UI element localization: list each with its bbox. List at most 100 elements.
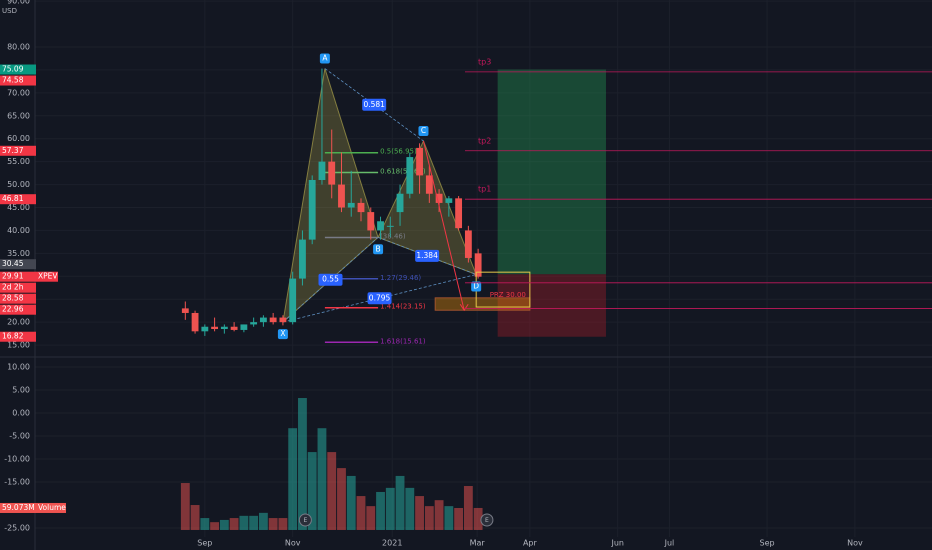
candle-body — [338, 184, 345, 208]
pattern-leg — [282, 237, 379, 323]
volume-bar — [337, 468, 346, 530]
volume-bar — [346, 475, 356, 530]
y-tick-label: 80.00 — [7, 43, 30, 52]
candle-body — [435, 193, 443, 203]
candle-body — [191, 312, 199, 332]
y2-tick-label: 0.00 — [12, 408, 30, 417]
candle-body — [455, 198, 463, 229]
candle-body — [445, 198, 453, 203]
price-tag — [0, 145, 36, 156]
volume-bar — [307, 452, 317, 530]
volume-bar — [463, 486, 473, 530]
candle-body — [347, 202, 355, 208]
arrow — [422, 140, 465, 311]
candle-body — [425, 175, 433, 194]
point-label: B — [376, 244, 381, 253]
price-tag — [0, 64, 36, 75]
x-tick-label: Nov — [285, 539, 301, 548]
volume-bar — [395, 475, 405, 530]
volume-tag — [0, 502, 66, 513]
candle-body — [318, 161, 326, 180]
candle-body — [279, 317, 287, 323]
ratio-badge — [362, 98, 387, 111]
volume-bar — [424, 506, 434, 530]
y-tick-label: 90.00 — [7, 0, 30, 6]
prz-label: PRZ 30.00 — [490, 291, 526, 299]
volume-bar — [454, 508, 464, 530]
y2-tick-label: -10.00 — [4, 454, 30, 463]
ratio-label: 1.384 — [416, 251, 438, 260]
fib-label: 1.27(29.46) — [380, 274, 421, 282]
fib-label: 0.618(52.62) — [380, 168, 426, 176]
volume-bar — [190, 505, 200, 530]
price-tag — [0, 259, 36, 270]
x-tick-label: 2021 — [382, 539, 402, 548]
currency: USD — [2, 7, 17, 15]
earnings-label: E — [485, 517, 489, 524]
volume-bar — [385, 487, 395, 530]
ratio-badge — [318, 273, 343, 286]
candle-body — [289, 278, 297, 323]
candle-body — [230, 326, 238, 330]
level-label: tp1 — [478, 185, 491, 194]
volume-bar — [366, 506, 376, 530]
candle-body — [269, 317, 277, 323]
y-tick-label: 50.00 — [7, 180, 30, 189]
volume-bar — [298, 398, 307, 530]
point-label: D — [473, 281, 479, 290]
countdown-label: 2d 2h — [2, 283, 24, 292]
price-tag-label: 16.82 — [2, 332, 24, 341]
volume-bar — [327, 452, 337, 530]
x-tick-label: Sep — [197, 539, 212, 548]
volume-bar — [219, 519, 229, 530]
candle-body — [464, 230, 472, 258]
candle-body — [377, 221, 384, 231]
y-tick-label: 70.00 — [7, 88, 30, 97]
volume-bar — [356, 496, 366, 530]
ratio-label: 0.55 — [322, 275, 339, 284]
price-tag-label: 28.58 — [2, 294, 24, 303]
volume-bar — [249, 515, 259, 530]
x-tick-label: Apr — [523, 539, 538, 548]
level-label: tp3 — [478, 57, 491, 66]
candle-body — [181, 308, 189, 313]
y-tick-label: 60.00 — [7, 134, 30, 143]
volume-bar — [434, 500, 444, 530]
volume-bar — [210, 522, 220, 530]
volume-bar — [405, 487, 415, 530]
x-tick-label: Mar — [470, 539, 486, 548]
y-tick-label: 15.00 — [7, 341, 30, 350]
candle-body — [220, 326, 228, 330]
price-tag-label: 22.96 — [2, 305, 24, 314]
ratio-badge — [415, 249, 440, 262]
fib-label: (38.46) — [380, 232, 406, 240]
countdown-tag — [0, 282, 36, 293]
x-tick-label: Nov — [847, 539, 863, 548]
target-zone — [497, 69, 606, 275]
y-tick-label: 65.00 — [7, 111, 30, 120]
price-tag-label: 46.81 — [2, 194, 24, 203]
ratio-label: 0.581 — [363, 100, 385, 109]
volume-bar — [239, 515, 249, 530]
y2-tick-label: 10.00 — [7, 362, 30, 371]
candle-body — [416, 147, 423, 176]
candle-body — [308, 179, 316, 240]
fib-label: 1.618(15.61) — [380, 337, 426, 345]
candle-body — [201, 326, 209, 332]
y2-tick-label: -5.00 — [9, 431, 30, 440]
candle-body — [474, 253, 482, 277]
point-badge — [418, 126, 429, 137]
volume-bar — [180, 483, 190, 530]
x-tick-label: Jun — [610, 539, 624, 548]
volume-value-label: 59.073M — [2, 503, 35, 512]
price-tag-label: 29.91 — [2, 272, 24, 281]
volume-bar — [415, 496, 424, 530]
candle-body — [240, 324, 248, 330]
price-tag — [0, 293, 36, 304]
y2-tick-label: -25.00 — [4, 523, 30, 532]
level-label: tp2 — [478, 136, 491, 145]
earnings-marker — [480, 513, 494, 527]
fib-label: 1.414(23.15) — [380, 303, 426, 311]
volume-bar — [229, 518, 239, 530]
